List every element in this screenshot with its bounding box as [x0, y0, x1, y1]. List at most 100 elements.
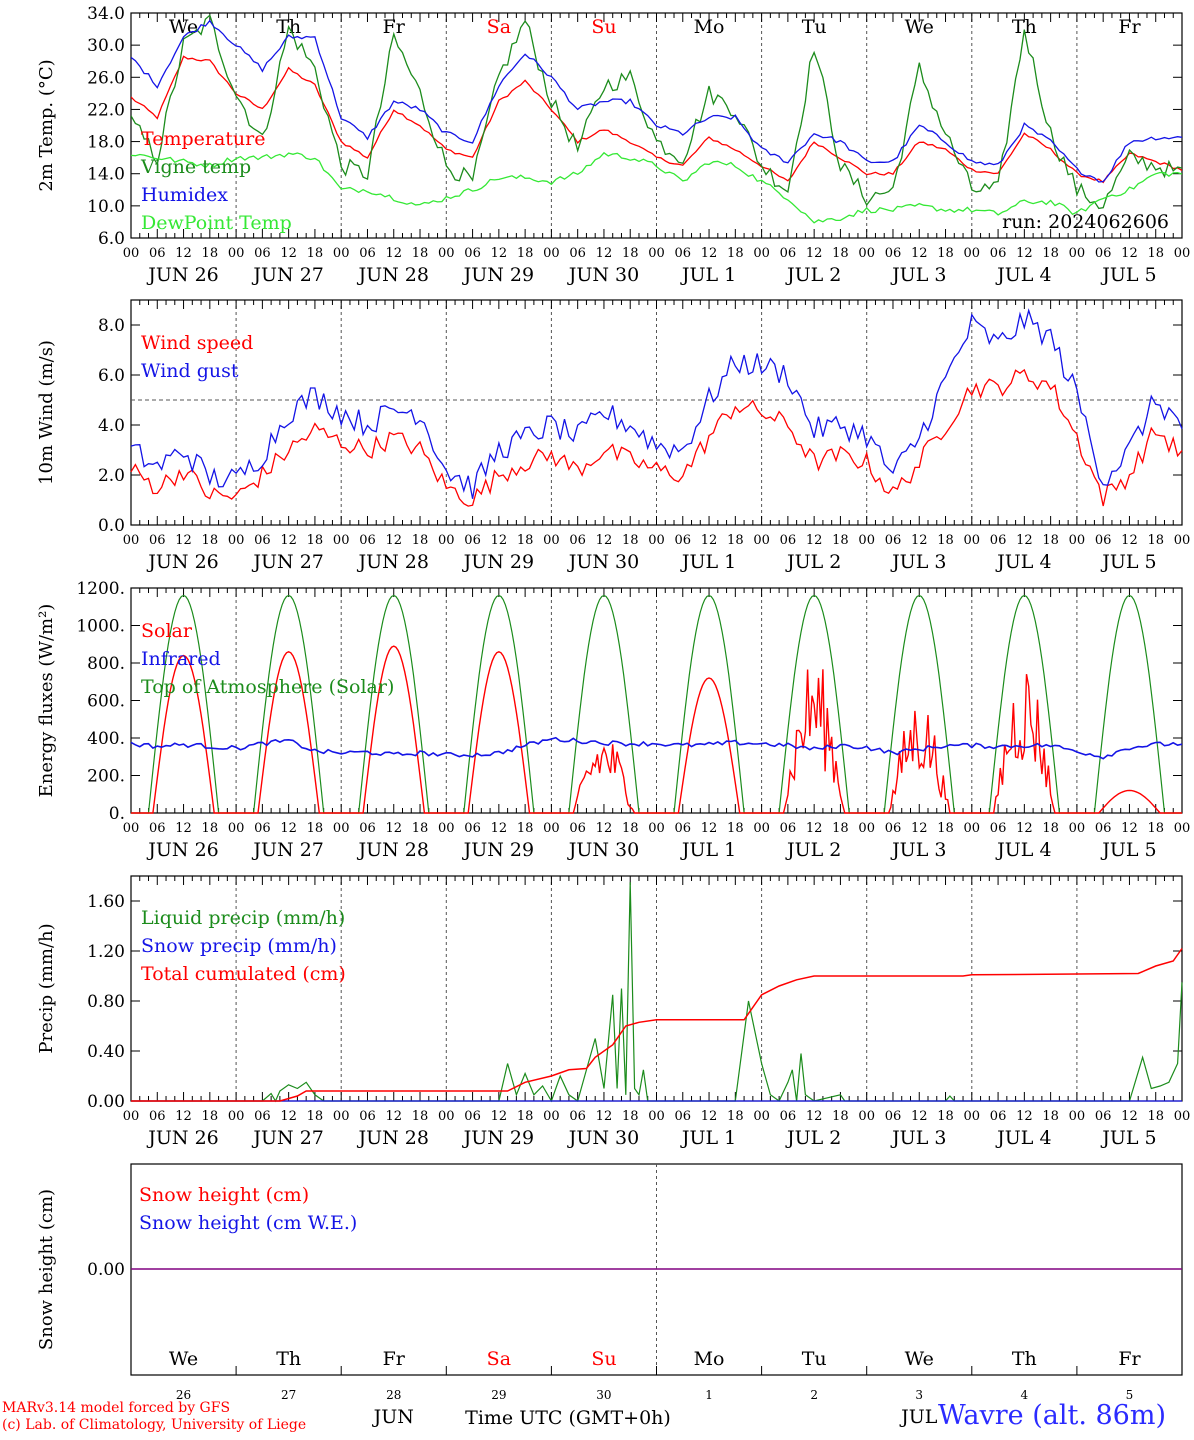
hour-tick-label: 00 — [858, 1109, 875, 1124]
hour-tick-label: 00 — [438, 1109, 455, 1124]
hour-tick-label: 12 — [280, 246, 297, 261]
y-tick-label: 0.00 — [87, 1260, 125, 1280]
date-label: JUN 29 — [462, 551, 534, 573]
date-label: JUN 27 — [251, 1127, 323, 1149]
hour-tick-label: 06 — [464, 533, 481, 548]
hour-tick-label: 18 — [832, 246, 849, 261]
month-label-jun: JUN — [372, 1406, 414, 1428]
hour-tick-label: 00 — [438, 533, 455, 548]
weekday-label: Fr — [1118, 1348, 1141, 1370]
lab-credit: (c) Lab. of Climatology, University of L… — [2, 1417, 307, 1433]
hour-tick-label: 18 — [307, 246, 324, 261]
date-label: JUN 26 — [146, 839, 218, 861]
date-label: JUL 3 — [890, 1127, 946, 1149]
hour-tick-label: 06 — [149, 1109, 166, 1124]
hour-tick-label: 00 — [753, 821, 770, 836]
hour-tick-label: 12 — [806, 533, 823, 548]
hour-tick-label: 18 — [202, 246, 219, 261]
hour-tick-label: 12 — [806, 821, 823, 836]
hour-tick-label: 18 — [412, 246, 429, 261]
hour-tick-label: 06 — [675, 246, 692, 261]
hour-tick-label: 06 — [254, 821, 271, 836]
temperature-ylabel: 2m Temp. (°C) — [36, 59, 57, 191]
weekday-label: Sa — [487, 16, 511, 38]
model-credit: MARv3.14 model forced by GFS — [2, 1400, 231, 1416]
day-number-label: 4 — [1021, 1388, 1029, 1402]
day-number-label: 26 — [176, 1388, 191, 1402]
hour-tick-label: 00 — [753, 1109, 770, 1124]
date-label: JUL 5 — [1100, 839, 1156, 861]
weekday-label: Tu — [802, 1348, 827, 1370]
legend-entry: Vigne temp — [140, 156, 251, 178]
weekday-label: Fr — [1118, 16, 1141, 38]
y-tick-label: 1000. — [76, 617, 125, 637]
hour-tick-label: 12 — [701, 533, 718, 548]
hour-tick-label: 00 — [1174, 533, 1191, 548]
date-label: JUN 30 — [567, 551, 639, 573]
hour-tick-label: 06 — [359, 1109, 376, 1124]
hour-tick-label: 18 — [1042, 246, 1059, 261]
hour-tick-label: 12 — [1016, 246, 1033, 261]
hour-tick-label: 12 — [1016, 533, 1033, 548]
hour-tick-label: 06 — [149, 533, 166, 548]
hour-tick-label: 06 — [464, 821, 481, 836]
hour-tick-label: 00 — [648, 533, 665, 548]
weekday-label: Th — [276, 1348, 301, 1370]
hour-tick-label: 00 — [333, 246, 350, 261]
y-tick-label: 8.0 — [98, 316, 125, 336]
legend-entry: Wind speed — [141, 332, 253, 354]
vigne-temp-line — [131, 14, 1182, 210]
hour-tick-label: 06 — [254, 533, 271, 548]
hour-tick-label: 12 — [596, 246, 613, 261]
solar-line — [131, 645, 1182, 814]
hour-tick-label: 18 — [727, 821, 744, 836]
hour-tick-label: 12 — [1121, 821, 1138, 836]
hour-tick-label: 12 — [1121, 246, 1138, 261]
hour-tick-label: 06 — [149, 246, 166, 261]
date-label: JUN 26 — [146, 1127, 218, 1149]
date-label: JUL 1 — [680, 264, 736, 286]
run-annotation: run: 2024062606 — [1002, 211, 1169, 233]
hour-tick-label: 00 — [964, 246, 981, 261]
energy-fluxes-panel: 0. 200. 400. 600. 800. 1000. 1200. Energy fluxe… — [36, 579, 1190, 861]
hour-tick-label: 18 — [412, 1109, 429, 1124]
hour-tick-label: 18 — [1147, 533, 1164, 548]
y-tick-label: 6.0 — [98, 229, 125, 249]
liquid-precip-line — [131, 882, 1183, 1103]
wind-gust-line — [130, 308, 1183, 499]
y-tick-label: 4.0 — [98, 416, 125, 436]
hour-tick-label: 06 — [885, 1109, 902, 1124]
date-label: JUL 1 — [680, 839, 736, 861]
hour-tick-label: 18 — [937, 246, 954, 261]
infrared-line — [130, 736, 1183, 760]
hour-tick-label: 12 — [1016, 1109, 1033, 1124]
snow-height-panel: 0.00 Snow height (cm) Snow height (cm) Snow… — [36, 1163, 1183, 1429]
y-tick-label: 1200. — [76, 579, 125, 599]
day-number-label: 1 — [705, 1388, 713, 1402]
hour-tick-label: 06 — [569, 533, 586, 548]
energy-frame — [130, 587, 1183, 814]
hour-tick-label: 12 — [1121, 1109, 1138, 1124]
y-tick-label: 0.40 — [87, 1042, 125, 1062]
hour-tick-label: 18 — [307, 533, 324, 548]
hour-tick-label: 06 — [675, 1109, 692, 1124]
date-label: JUL 4 — [995, 551, 1051, 573]
legend-entry: Snow precip (mm/h) — [141, 935, 337, 957]
y-tick-label: 1.20 — [87, 942, 125, 962]
date-label: JUN 26 — [146, 264, 218, 286]
weekday-label: Tu — [802, 16, 827, 38]
hour-tick-label: 18 — [622, 821, 639, 836]
hour-tick-label: 18 — [517, 533, 534, 548]
wind-speed-line — [130, 368, 1183, 507]
hour-tick-label: 18 — [727, 246, 744, 261]
hour-tick-label: 18 — [937, 533, 954, 548]
hour-tick-label: 06 — [254, 1109, 271, 1124]
hour-tick-label: 12 — [911, 821, 928, 836]
wind-frame — [130, 299, 1183, 526]
energy-ylabel: Energy fluxes (W/m²) — [36, 604, 57, 798]
day-number-label: 29 — [491, 1388, 506, 1402]
hour-tick-label: 06 — [1095, 533, 1112, 548]
hour-tick-label: 18 — [832, 533, 849, 548]
precip-panel: 0.00 0.40 0.80 1.20 1.60 Precip (mm/h) 00 06 12 1… — [36, 875, 1190, 1149]
y-tick-label: 30.0 — [87, 36, 125, 56]
